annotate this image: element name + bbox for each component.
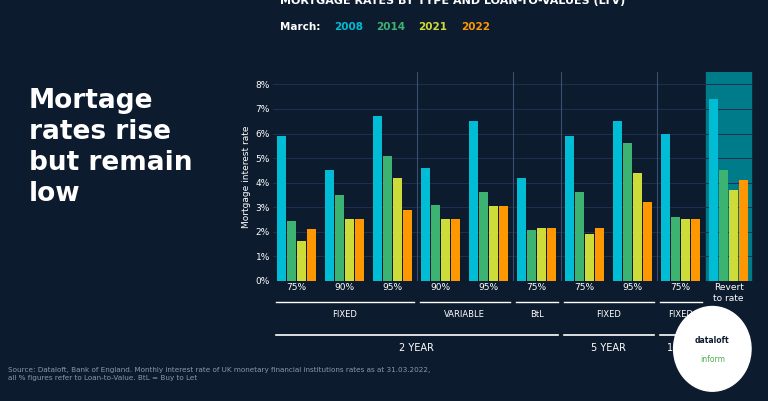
Bar [346,219,354,281]
Bar [393,178,402,281]
Bar [565,136,574,281]
Circle shape [674,306,751,391]
Y-axis label: Mortgage interest rate: Mortgage interest rate [243,125,251,228]
Bar [585,234,594,281]
Bar [709,99,718,281]
Bar [452,219,460,281]
Text: 2 YEAR: 2 YEAR [399,343,434,353]
Bar [661,134,670,281]
Bar [517,178,526,281]
Bar [489,206,498,281]
Bar [383,156,392,281]
Bar [548,228,556,281]
Bar [538,228,546,281]
Text: BtL: BtL [530,310,544,319]
Bar [287,221,296,281]
Bar [421,168,430,281]
Text: FIXED: FIXED [668,310,693,319]
Text: inform: inform [700,355,725,364]
Bar [479,192,488,281]
Bar [403,210,412,281]
Bar [730,190,738,281]
Bar [634,173,642,281]
Bar [297,241,306,281]
Bar [469,121,478,281]
Bar [613,121,622,281]
Text: 2014: 2014 [376,22,406,32]
Text: 2008: 2008 [334,22,363,32]
Text: 2022: 2022 [461,22,490,32]
Bar [325,170,334,281]
Bar [691,219,700,281]
Text: 2021: 2021 [419,22,448,32]
Text: Mortage
rates rise
but remain
low: Mortage rates rise but remain low [29,88,193,207]
Text: MORTGAGE RATES BY TYPE AND LOAN-TO-VALUES (LTV): MORTGAGE RATES BY TYPE AND LOAN-TO-VALUE… [280,0,626,6]
Bar [356,219,364,281]
Bar [575,192,584,281]
Text: FIXED: FIXED [596,310,621,319]
Bar [623,143,632,281]
Bar [431,205,440,281]
Text: March:: March: [280,22,321,32]
Text: 10 YR: 10 YR [667,343,695,353]
Text: FIXED: FIXED [333,310,357,319]
Bar [499,206,508,281]
Bar [706,72,751,281]
Bar [644,202,652,281]
Bar [595,228,604,281]
Text: 5 YEAR: 5 YEAR [591,343,626,353]
Bar [681,219,690,281]
Bar [277,136,286,281]
Bar [442,219,450,281]
Bar [719,170,728,281]
Text: Source: Dataloft, Bank of England. Monthly interest rate of UK monetary financia: Source: Dataloft, Bank of England. Month… [8,367,430,381]
Bar [527,231,536,281]
Bar [335,195,344,281]
Bar [373,116,382,281]
Text: dataloft: dataloft [695,336,730,344]
Bar [740,180,748,281]
Bar [671,217,680,281]
Text: VARIABLE: VARIABLE [444,310,485,319]
Bar [307,229,316,281]
